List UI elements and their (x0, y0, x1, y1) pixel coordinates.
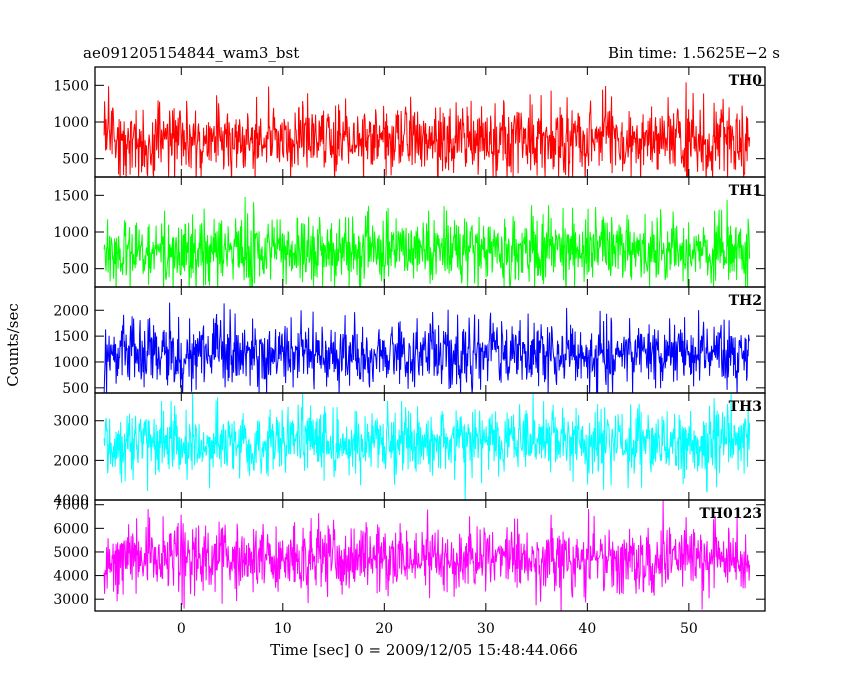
panel-th0: 500 1000 1500 TH0 (53, 66, 766, 178)
y-tick-label: 500 (62, 262, 89, 278)
panel-frame (94, 499, 766, 612)
y-tick-label: 7000 (53, 498, 89, 514)
panels-group: 500 1000 1500 TH0 500 1000 1500 TH1 500 1000 1500 2… (53, 66, 766, 612)
y-tick-label: 500 (62, 381, 89, 397)
y-tick-label: 4000 (53, 569, 89, 585)
series-line-th2 (103, 302, 751, 393)
panel-label-th3: TH3 (729, 399, 762, 415)
x-tick-label: 20 (375, 621, 393, 637)
x-tick-label: 0 (177, 621, 186, 637)
y-tick-label: 1500 (53, 78, 89, 94)
y-tick-label: 1000 (53, 355, 89, 371)
panel-label-th1: TH1 (729, 183, 762, 199)
x-axis: 0 10 20 30 40 50 (177, 621, 698, 637)
observation-id-title: ae091205154844_wam3_bst (83, 44, 300, 62)
y-tick-label: 1500 (53, 188, 89, 204)
series-line-th3 (103, 393, 751, 500)
y-tick-label: 1500 (53, 329, 89, 345)
panel-label-th0123: TH0123 (699, 506, 762, 522)
series-line-th1 (103, 196, 751, 287)
y-tick-label: 500 (62, 152, 89, 168)
y-tick-label: 5000 (53, 545, 89, 561)
series-line-th0 (103, 82, 751, 177)
x-tick-label: 50 (680, 621, 698, 637)
x-axis-label: Time [sec] 0 = 2009/12/05 15:48:44.066 (270, 641, 578, 659)
y-tick-label: 1000 (53, 115, 89, 131)
x-tick-label: 40 (578, 621, 596, 637)
x-tick-label: 30 (477, 621, 495, 637)
y-tick-label: 6000 (53, 521, 89, 537)
y-tick-label: 2000 (53, 303, 89, 319)
y-tick-label: 3000 (53, 592, 89, 608)
panel-th0123: 3000 4000 5000 6000 7000 TH0123 (53, 498, 766, 612)
panel-th1: 500 1000 1500 TH1 (53, 176, 766, 288)
panel-th3: 4000 2000 3000 TH3 (53, 392, 766, 509)
bin-time-label: Bin time: 1.5625E−2 s (607, 44, 780, 62)
panel-th2: 500 1000 1500 2000 TH2 (53, 286, 766, 397)
y-axis-label: Counts/sec (4, 303, 22, 387)
series-line-th0123 (103, 500, 751, 611)
y-tick-label: 1000 (53, 225, 89, 241)
y-tick-label: 3000 (53, 414, 89, 430)
y-tick-label: 2000 (53, 453, 89, 469)
x-tick-label: 10 (274, 621, 292, 637)
panel-label-th2: TH2 (729, 293, 762, 309)
y-tick-label: 4000 (53, 493, 89, 509)
panel-label-th0: TH0 (729, 73, 763, 89)
